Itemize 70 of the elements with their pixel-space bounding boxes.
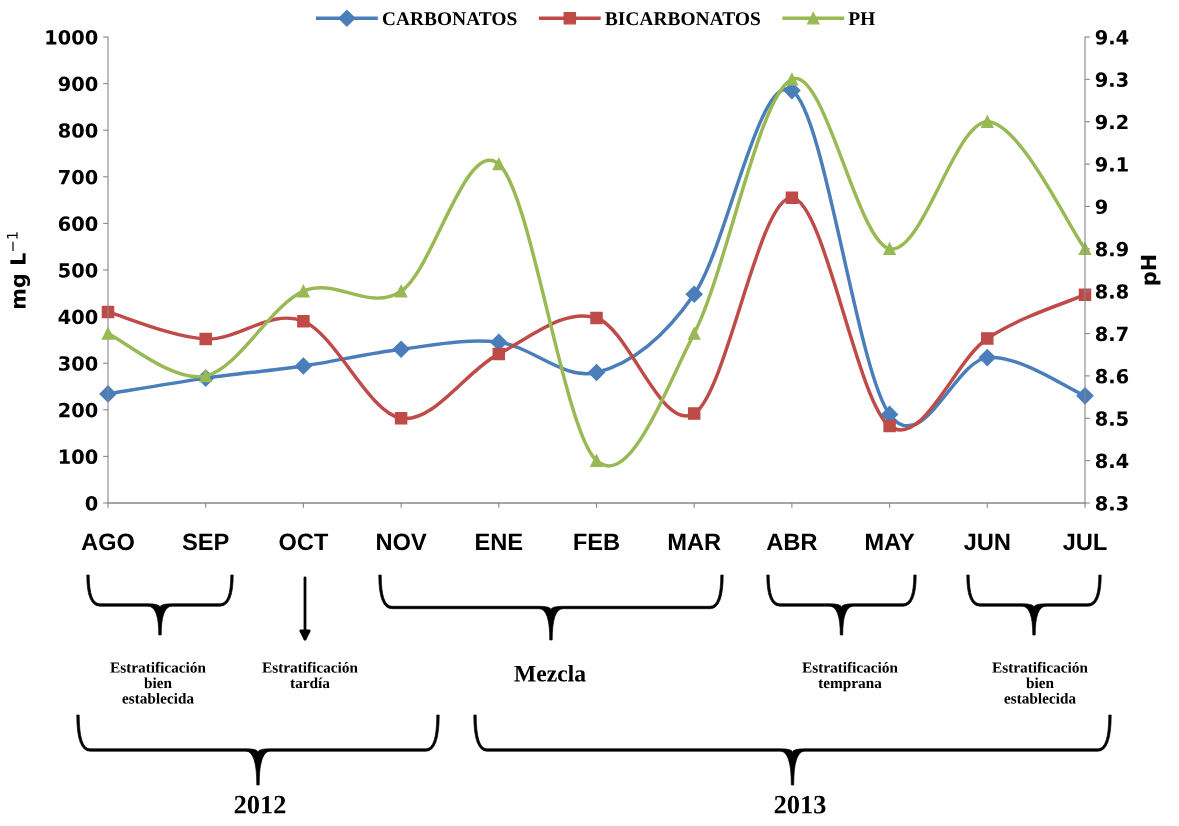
y2-tick-label: 9.1 — [1095, 157, 1128, 172]
x-tick-label: AGO — [81, 533, 134, 551]
x-tick-label: JUN — [964, 533, 1010, 551]
y2-axis-title: pH — [1140, 255, 1161, 285]
point — [587, 363, 606, 382]
text: Estratificación temprana — [802, 661, 898, 692]
y2-tick-label: 8.7 — [1095, 326, 1128, 342]
point — [685, 285, 703, 303]
y-tick-label: 400 — [58, 309, 98, 325]
point — [687, 407, 701, 420]
y2-tick-label: 9 — [1095, 199, 1108, 215]
y-tick-label: 1000 — [46, 29, 98, 45]
point — [590, 311, 603, 325]
y-tick-label: 700 — [58, 169, 98, 185]
point — [392, 340, 410, 358]
legend-label: BICARBONATOS — [605, 12, 760, 26]
point — [978, 349, 996, 367]
point — [785, 73, 799, 86]
point — [101, 327, 115, 340]
y2-tick-label: 8.8 — [1095, 284, 1128, 299]
point — [199, 369, 212, 383]
x-tick-label: OCT — [279, 533, 329, 551]
point — [297, 315, 310, 328]
x-tick-label: SEP — [182, 533, 229, 551]
y-tick-label: 300 — [58, 356, 98, 371]
y-tick-label: 200 — [59, 402, 98, 418]
point — [883, 419, 896, 433]
y-tick-label: 800 — [58, 123, 98, 138]
x-tick-label: ABR — [766, 533, 817, 550]
y-tick-label: 600 — [58, 216, 98, 232]
text: Estratificación tardía — [262, 661, 358, 689]
y2-tick-label: 9.4 — [1095, 29, 1129, 45]
y-tick-label: 500 — [59, 262, 98, 278]
point — [981, 332, 994, 345]
text: Mezcla — [514, 665, 586, 682]
y2-tick-label: 8.4 — [1095, 453, 1129, 469]
text: 2013 — [774, 795, 826, 814]
x-tick-label: NOV — [377, 533, 427, 551]
text: Estratificación bien establecida — [110, 661, 206, 704]
x-tick-label: ENE — [476, 533, 523, 550]
y2-tick-label: 9.2 — [1095, 114, 1128, 130]
text: 2012 — [234, 795, 286, 814]
y2-tick-label: 8.5 — [1095, 411, 1128, 426]
point — [394, 411, 408, 425]
point — [981, 115, 994, 128]
point — [294, 357, 312, 375]
y-tick-label: 0 — [85, 495, 98, 511]
point — [687, 327, 701, 340]
legend-label: CARBONATOS — [382, 12, 517, 26]
x-tick-label: MAY — [866, 533, 915, 550]
y2-tick-label: 8.9 — [1095, 241, 1128, 257]
point — [590, 454, 603, 467]
point — [394, 284, 408, 298]
point — [785, 191, 799, 205]
point — [492, 347, 506, 361]
point — [297, 284, 310, 298]
y2-tick-label: 8.3 — [1095, 495, 1128, 511]
y2-tick-label: 8.6 — [1095, 368, 1129, 384]
x-tick-label: MAR — [668, 533, 721, 550]
point — [492, 157, 506, 171]
point — [883, 242, 896, 256]
y-tick-label: 900 — [58, 76, 98, 92]
y2-tick-label: 9.3 — [1095, 72, 1128, 88]
text: Estratificación bien establecida — [992, 661, 1088, 704]
x-tick-label: JUL — [1063, 533, 1107, 551]
y-tick-label: 100 — [59, 449, 98, 465]
y-axis-title: mg L$^{−1}$ — [6, 232, 31, 309]
point — [199, 332, 212, 346]
legend-label: PH — [848, 12, 875, 26]
x-tick-label: FEB — [574, 533, 620, 550]
